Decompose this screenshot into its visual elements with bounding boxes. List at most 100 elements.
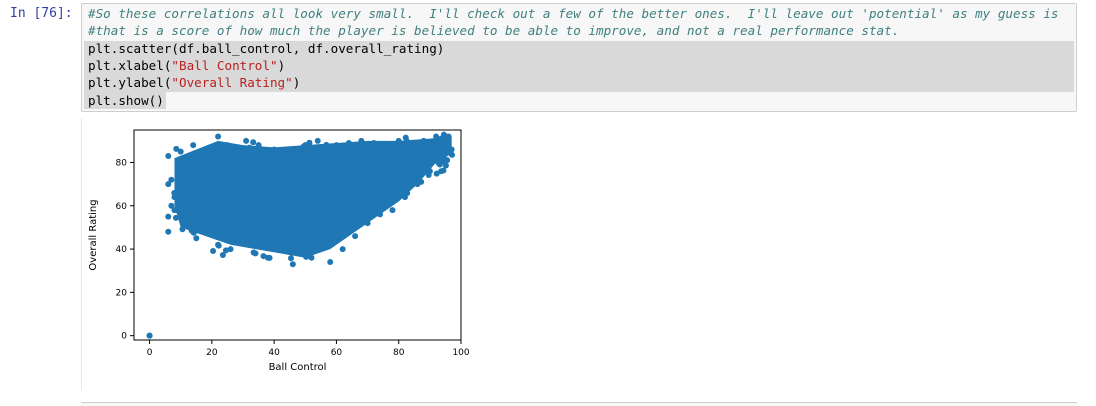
scatter-point [209, 175, 216, 182]
scatter-point [198, 168, 205, 175]
code-string-token: "Ball Control" [171, 58, 278, 73]
scatter-point [411, 166, 418, 173]
scatter-point [386, 151, 393, 158]
scatter-point [179, 226, 186, 233]
scatter-point [364, 181, 371, 188]
scatter-point [305, 242, 312, 249]
scatter-point [398, 154, 405, 161]
scatter-point-cloud [174, 136, 452, 258]
scatter-point [252, 250, 259, 257]
scatter-point [404, 150, 411, 157]
scatter-point [207, 198, 214, 205]
scatter-point [172, 214, 179, 221]
scatter-point [240, 237, 246, 244]
scatter-point [311, 167, 318, 174]
scatter-point [220, 181, 227, 188]
code-line-ylabel[interactable]: plt.ylabel("Overall Rating") [88, 74, 300, 91]
scatter-point [306, 208, 313, 215]
x-tick-label: 100 [452, 348, 469, 358]
scatter-point [269, 224, 276, 231]
scatter-point [440, 131, 447, 138]
scatter-point [320, 241, 327, 248]
scatter-point [401, 194, 408, 201]
scatter-point [184, 210, 191, 217]
scatter-point [403, 137, 410, 144]
code-line-scatter[interactable]: plt.scatter(df.ball_control, df.overall_… [88, 41, 445, 56]
scatter-point [267, 176, 274, 183]
scatter-point [346, 170, 353, 177]
scatter-point [375, 203, 382, 210]
scatter-point [288, 242, 295, 249]
code-line-xlabel[interactable]: plt.xlabel("Ball Control") [88, 57, 285, 74]
scatter-point [210, 206, 217, 213]
cell-prompt: In [76]: [10, 6, 73, 21]
scatter-point [432, 142, 439, 149]
code-input-area[interactable]: #So these correlations all look very sma… [81, 3, 1077, 112]
scatter-point [352, 146, 359, 153]
scatter-point [210, 247, 217, 254]
code-string-token: "Overall Rating" [171, 75, 293, 90]
scatter-point [421, 143, 428, 150]
scatter-point [287, 255, 294, 262]
scatter-point [245, 190, 252, 197]
scatter-point [193, 235, 200, 242]
scatter-point [233, 146, 240, 153]
scatter-point [311, 174, 318, 181]
scatter-point [277, 228, 284, 235]
scatter-point [377, 211, 384, 218]
scatter-point [190, 229, 197, 236]
scatter-point [332, 220, 339, 227]
scatter-point [438, 168, 445, 175]
scatter-point [294, 180, 301, 187]
scatter-point [291, 198, 298, 205]
scatter-point [183, 159, 190, 166]
x-tick-label: 80 [393, 348, 405, 358]
scatter-point [345, 196, 352, 203]
text-selection-highlight [84, 41, 1074, 92]
code-comment-line-1[interactable]: #So these correlations all look very sma… [88, 6, 1059, 21]
scatter-point [200, 211, 207, 218]
scatter-point [439, 148, 446, 155]
scatter-point [343, 203, 350, 210]
scatter-point [282, 195, 289, 202]
scatter-point [208, 150, 215, 157]
scatter-point [413, 175, 420, 182]
scatter-point [208, 189, 215, 196]
scatter-point [209, 230, 216, 237]
cell-output-area: 0 20 40 60 80 100 0 20 40 60 80 Ball Control Overa… [81, 118, 1077, 398]
scatter-point [417, 157, 424, 164]
code-line-show[interactable]: plt.show() [88, 93, 164, 108]
scatter-point [240, 202, 246, 209]
scatter-point [238, 194, 245, 201]
x-axis-label: Ball Control [269, 362, 327, 373]
scatter-point [318, 155, 325, 162]
scatter-point [246, 144, 253, 151]
scatter-point [227, 151, 234, 158]
scatter-point [222, 149, 229, 156]
scatter-point [339, 246, 346, 253]
y-tick-label: 40 [116, 245, 128, 255]
scatter-point [353, 214, 360, 221]
next-cell-border [81, 402, 1077, 406]
scatter-point [352, 233, 359, 240]
scatter-point [250, 139, 257, 146]
scatter-point [433, 170, 440, 177]
scatter-point [264, 182, 271, 189]
scatter-point [255, 198, 262, 205]
scatter-point [333, 194, 340, 201]
scatter-point [257, 212, 264, 219]
scatter-point [391, 170, 398, 177]
scatter-point [383, 142, 390, 149]
scatter-point [353, 191, 360, 198]
scatter-point [282, 156, 289, 163]
scatter-point [428, 151, 435, 158]
scatter-point [165, 152, 172, 159]
scatter-point [168, 176, 175, 183]
scatter-point [341, 192, 348, 199]
scatter-point [358, 137, 365, 144]
scatter-point [327, 259, 334, 266]
y-tick-label: 60 [116, 202, 128, 212]
code-comment-line-2[interactable]: #that is a score of how much the player … [88, 23, 900, 38]
scatter-point [174, 185, 181, 192]
scatter-point [324, 237, 331, 244]
